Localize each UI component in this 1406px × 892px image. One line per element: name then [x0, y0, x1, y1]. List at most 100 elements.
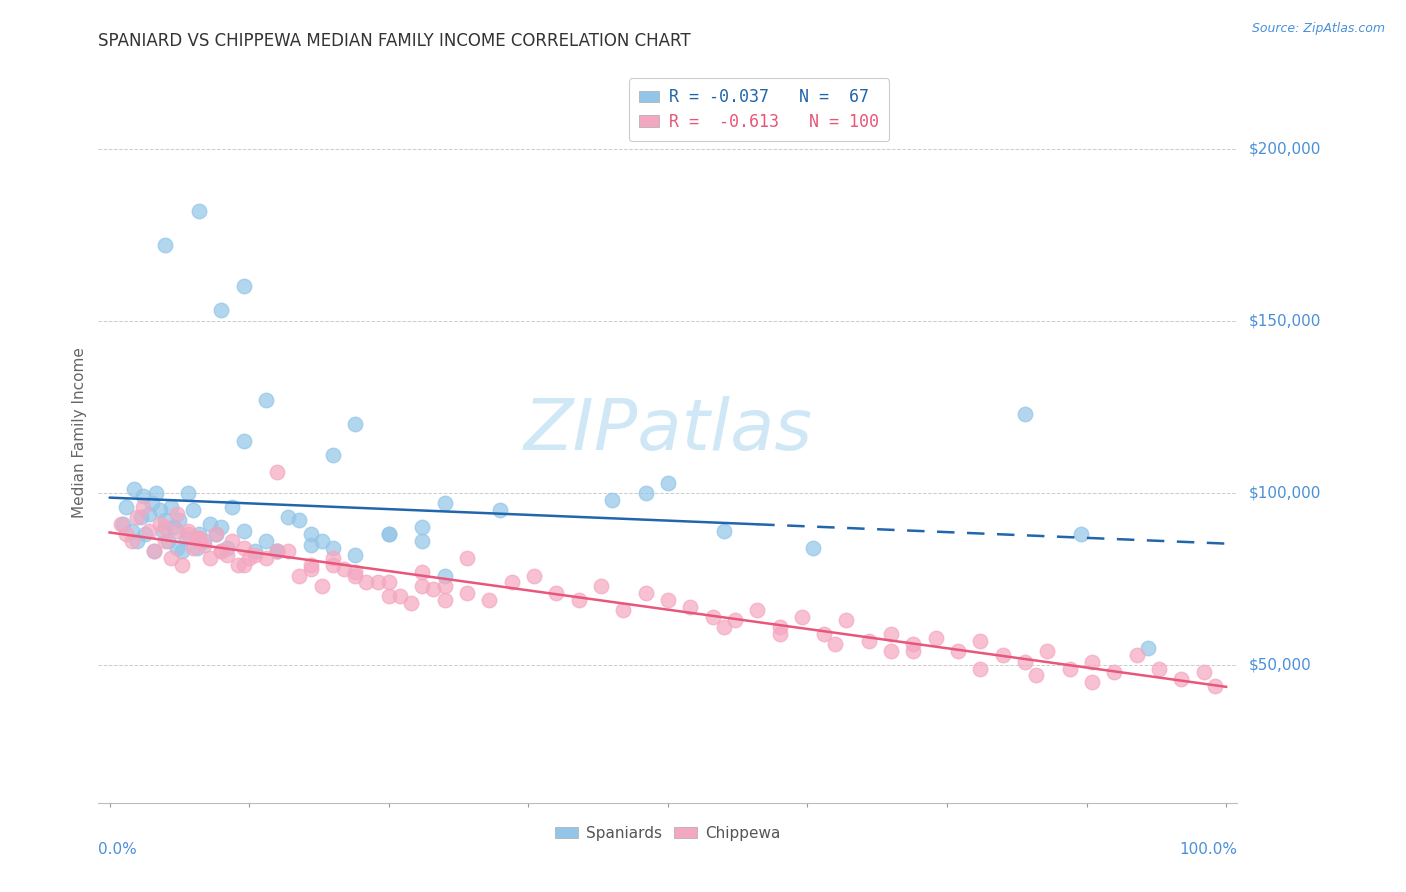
Point — [132, 489, 155, 503]
Point — [254, 392, 277, 407]
Point — [1136, 640, 1159, 655]
Point — [243, 548, 266, 562]
Point — [634, 486, 657, 500]
Point — [110, 516, 132, 531]
Point — [657, 592, 679, 607]
Point — [969, 661, 991, 675]
Text: Source: ZipAtlas.com: Source: ZipAtlas.com — [1251, 22, 1385, 36]
Point — [143, 544, 166, 558]
Point — [177, 527, 200, 541]
Point — [138, 507, 160, 521]
Point — [143, 544, 166, 558]
Point — [1025, 668, 1047, 682]
Point — [433, 568, 456, 582]
Point — [367, 575, 389, 590]
Point — [344, 568, 367, 582]
Point — [478, 592, 501, 607]
Point — [226, 558, 249, 573]
Point — [127, 510, 149, 524]
Point — [187, 534, 209, 549]
Point — [600, 492, 623, 507]
Point — [713, 524, 735, 538]
Point — [903, 637, 925, 651]
Point — [167, 513, 190, 527]
Point — [1014, 407, 1036, 421]
Point — [801, 541, 824, 555]
Point — [1081, 655, 1104, 669]
Point — [187, 531, 209, 545]
Point — [122, 483, 145, 497]
Point — [186, 541, 208, 555]
Point — [322, 541, 344, 555]
Point — [209, 544, 232, 558]
Point — [198, 516, 221, 531]
Point — [132, 500, 155, 514]
Point — [880, 644, 903, 658]
Point — [209, 303, 232, 318]
Point — [215, 548, 238, 562]
Point — [713, 620, 735, 634]
Point — [183, 541, 205, 555]
Point — [299, 558, 322, 573]
Point — [724, 613, 747, 627]
Point — [155, 513, 177, 527]
Point — [209, 520, 232, 534]
Point — [824, 637, 846, 651]
Point — [177, 524, 200, 538]
Point — [145, 486, 167, 500]
Point — [232, 541, 254, 555]
Point — [172, 558, 194, 573]
Point — [266, 465, 288, 479]
Point — [411, 534, 433, 549]
Point — [411, 520, 433, 534]
Point — [1147, 661, 1170, 675]
Point — [411, 565, 433, 579]
Point — [433, 592, 456, 607]
Point — [657, 475, 679, 490]
Point — [322, 551, 344, 566]
Point — [388, 589, 411, 603]
Point — [813, 627, 835, 641]
Point — [166, 541, 188, 555]
Point — [288, 568, 311, 582]
Point — [1192, 665, 1215, 679]
Point — [546, 586, 568, 600]
Point — [193, 537, 215, 551]
Point — [634, 586, 657, 600]
Point — [344, 548, 367, 562]
Point — [238, 551, 260, 566]
Point — [155, 534, 177, 549]
Point — [232, 558, 254, 573]
Point — [204, 527, 226, 541]
Point — [163, 520, 186, 534]
Point — [299, 561, 322, 575]
Point — [456, 586, 478, 600]
Point — [232, 279, 254, 293]
Point — [156, 534, 179, 549]
Point — [166, 507, 188, 521]
Legend: Spaniards, Chippewa: Spaniards, Chippewa — [550, 820, 786, 847]
Text: ZIPatlas: ZIPatlas — [523, 396, 813, 466]
Point — [266, 544, 288, 558]
Point — [277, 544, 299, 558]
Point — [835, 613, 858, 627]
Y-axis label: Median Family Income: Median Family Income — [72, 347, 87, 518]
Point — [155, 238, 177, 252]
Point — [523, 568, 546, 582]
Point — [204, 527, 226, 541]
Point — [166, 524, 188, 538]
Text: SPANIARD VS CHIPPEWA MEDIAN FAMILY INCOME CORRELATION CHART: SPANIARD VS CHIPPEWA MEDIAN FAMILY INCOM… — [98, 32, 690, 50]
Point — [115, 527, 138, 541]
Point — [589, 579, 612, 593]
Point — [377, 575, 399, 590]
Point — [333, 561, 356, 575]
Point — [377, 527, 399, 541]
Point — [215, 541, 238, 555]
Text: 100.0%: 100.0% — [1180, 842, 1237, 856]
Point — [254, 534, 277, 549]
Point — [702, 610, 724, 624]
Point — [187, 203, 209, 218]
Point — [155, 520, 177, 534]
Point — [1059, 661, 1081, 675]
Point — [925, 631, 948, 645]
